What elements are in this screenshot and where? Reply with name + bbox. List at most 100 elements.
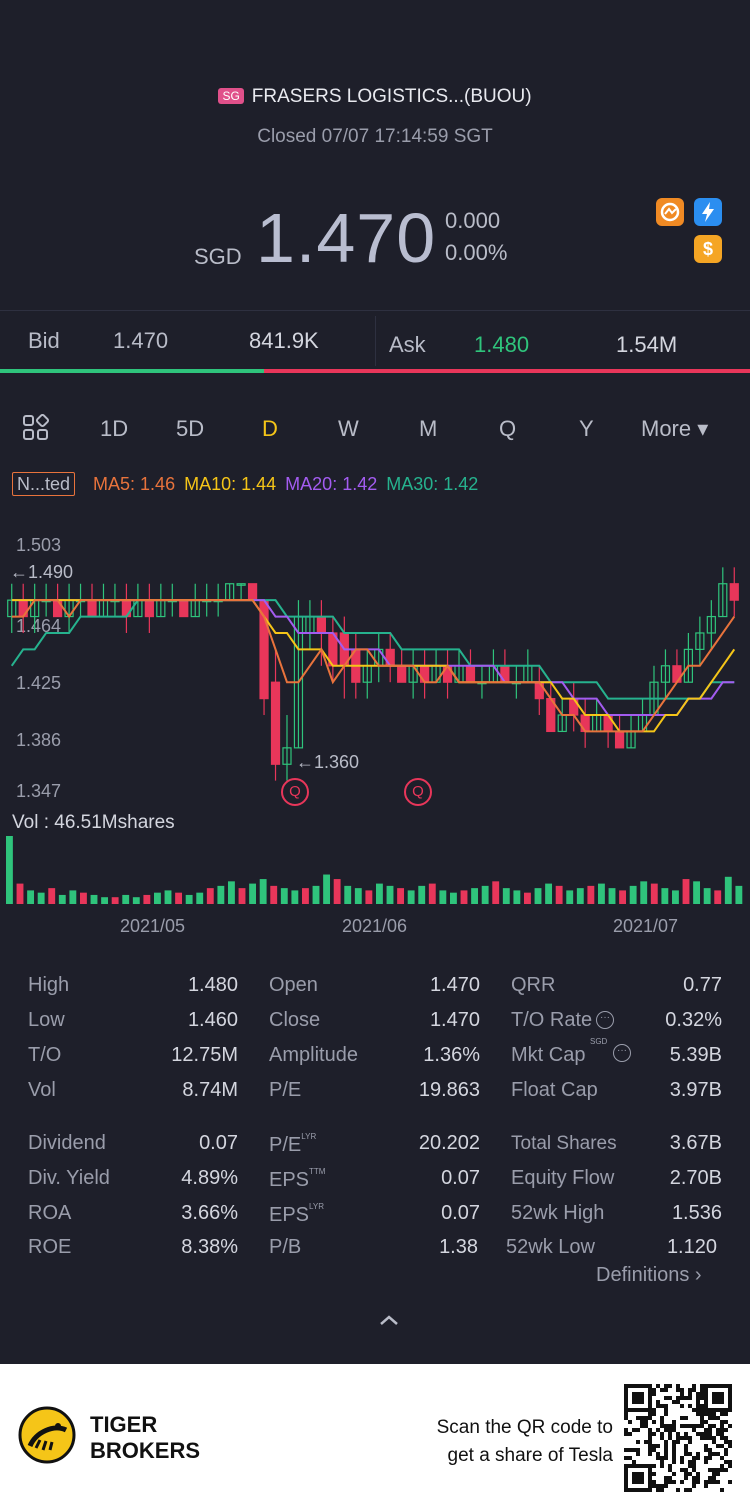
tab-quarterly[interactable]: Q — [499, 416, 517, 441]
volume-bar — [407, 890, 415, 904]
volume-bar — [650, 883, 658, 904]
volume-bar — [111, 897, 119, 904]
candle-body — [397, 665, 407, 683]
stat-label: Vol — [28, 1079, 56, 1101]
volume-bar — [735, 885, 743, 904]
volume-bar — [555, 885, 563, 904]
earnings-marker-icon[interactable]: Q — [281, 778, 309, 806]
stat-label: P/B — [269, 1236, 302, 1258]
volume-bar — [344, 885, 352, 904]
stat-label: 52wk High — [511, 1202, 605, 1224]
volume-bar — [196, 892, 204, 904]
volume-bar — [323, 874, 331, 904]
volume-bar — [629, 885, 637, 904]
volume-bar — [619, 890, 627, 904]
ma20-label: MA20: 1.42 — [285, 474, 378, 494]
volume-bar — [6, 836, 13, 904]
ma5-line — [11, 599, 736, 733]
candle-body — [729, 583, 739, 601]
volume-bar — [471, 888, 479, 904]
candle-body — [87, 599, 97, 618]
candle-body — [144, 599, 154, 618]
stat-label: T/O Rate — [511, 1009, 593, 1031]
y-tick: 1.386 — [16, 730, 62, 750]
stat-value: 1.120 — [666, 1236, 717, 1258]
volume-chart[interactable] — [0, 834, 750, 906]
volume-bar — [154, 892, 161, 904]
price-change: 0.000 — [445, 208, 501, 233]
volume-bar — [450, 892, 457, 904]
stat-value: 4.89% — [181, 1167, 238, 1189]
volume-bar — [238, 888, 246, 904]
lightning-badge-icon[interactable] — [694, 198, 722, 226]
high-marker: ←1.490 — [10, 562, 74, 582]
tab-yearly[interactable]: Y — [579, 416, 594, 441]
volume-bar — [640, 881, 648, 904]
candle-body — [660, 665, 671, 683]
definitions-link[interactable]: Definitions › — [596, 1264, 702, 1286]
chevron-up-icon[interactable] — [377, 1312, 401, 1333]
volume-bar — [492, 881, 500, 904]
volume-bar — [661, 888, 669, 904]
stock-name: FRASERS LOGISTICS...(BUOU) — [251, 86, 532, 107]
volume-bar — [58, 894, 66, 904]
volume-bar — [714, 890, 722, 904]
stat-label: ROA — [28, 1202, 72, 1224]
adjust-toggle[interactable]: N...ted — [12, 472, 76, 496]
volume-bar — [397, 888, 405, 904]
volume-bar — [724, 876, 732, 904]
tab-more[interactable]: More ▾ — [641, 416, 709, 441]
info-icon[interactable]: ··· — [596, 1011, 614, 1029]
volume-bar — [682, 879, 690, 904]
candle-body — [247, 583, 258, 601]
volume-bar — [703, 888, 711, 904]
info-icon[interactable]: ··· — [613, 1044, 631, 1062]
qr-code-icon[interactable] — [624, 1384, 732, 1492]
volume-bar — [672, 890, 679, 904]
dollar-badge-icon[interactable]: $ — [694, 235, 722, 263]
candle-body — [316, 615, 327, 634]
ask-size: 1.54M — [616, 332, 678, 357]
volume-bar — [566, 890, 574, 904]
bid-strength-bar — [0, 369, 264, 373]
stat-label: Low — [28, 1009, 65, 1031]
stat-value: 1.480 — [187, 974, 238, 996]
volume-bar — [249, 883, 257, 904]
layout-grid-icon[interactable] — [22, 413, 50, 448]
stat-value: 8.38% — [181, 1236, 238, 1258]
stat-label: Amplitude — [269, 1044, 358, 1066]
volume-bar — [418, 885, 426, 904]
stat-label: Mkt Cap — [511, 1044, 586, 1066]
volume-bar — [428, 883, 436, 904]
tab-1d[interactable]: 1D — [100, 416, 129, 441]
bidask-separator — [375, 316, 376, 366]
stat-value: 20.202 — [418, 1132, 480, 1154]
promo-text: Scan the QR code to get a share of Tesla — [436, 1417, 613, 1466]
tab-5d[interactable]: 5D — [176, 416, 205, 441]
stat-label: Dividend — [28, 1132, 106, 1154]
stat-value: 1.38 — [439, 1236, 478, 1258]
volume-bar — [693, 881, 701, 904]
stat-value: 1.470 — [429, 974, 480, 996]
volume-bar — [481, 885, 489, 904]
tab-daily[interactable]: D — [262, 416, 278, 441]
promo-footer: TIGER BROKERS Scan the QR code to get a … — [0, 1364, 750, 1510]
tab-weekly[interactable]: W — [338, 416, 359, 441]
stat-label: P/E — [269, 1079, 302, 1101]
stat-label: ROE — [28, 1236, 72, 1258]
stat-label: Total Shares — [511, 1133, 617, 1154]
earnings-marker-icon[interactable]: Q — [404, 778, 432, 806]
orange-badge-icon[interactable] — [656, 198, 684, 226]
tab-monthly[interactable]: M — [419, 416, 438, 441]
stat-value: 1.36% — [423, 1044, 480, 1066]
candlestick-chart[interactable] — [0, 540, 750, 810]
stat-value: 0.07 — [199, 1132, 238, 1154]
stat-label: EPSTTM — [269, 1167, 326, 1191]
brand-name: TIGER BROKERS — [90, 1412, 201, 1463]
stat-value: 1.470 — [429, 1009, 480, 1031]
stat-label: Float Cap — [511, 1079, 598, 1101]
stat-value: 0.07 — [441, 1202, 480, 1224]
volume-bar — [534, 888, 542, 904]
stat-label: High — [28, 974, 70, 996]
ask-label: Ask — [389, 332, 426, 357]
